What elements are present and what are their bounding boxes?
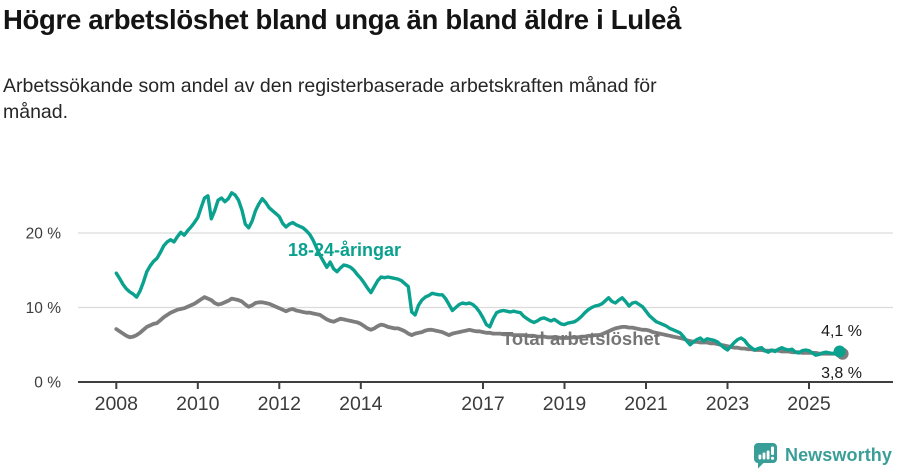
y-tick-label: 10 % [26,300,62,317]
x-tick-label: 2010 [176,393,220,415]
x-tick-label: 2012 [258,393,301,415]
youth-series-line [114,191,842,357]
line-chart: 2008 2010 2012 2014 2017 2019 2021 2023 2025 0 %… [0,160,900,425]
youth-series-endpoint [833,345,846,358]
x-tick-label: 2023 [706,393,749,415]
x-tick-label: 2008 [95,393,138,415]
x-axis-labels: 2008 2010 2012 2014 2017 2019 2021 2023 2025 [95,393,831,415]
newsworthy-icon [753,442,777,468]
y-tick-label: 0 % [34,375,61,392]
chart-title: Högre arbetslöshet bland unga än bland ä… [3,4,682,35]
x-tick-label: 2019 [543,393,586,415]
gridlines [78,232,893,309]
chart-subtitle: Arbetssökande som andel av den registerb… [3,75,657,123]
y-axis-labels: 0 % 10 % 20 % [26,226,62,392]
x-tick-label: 2014 [339,393,383,415]
y-tick-label: 20 % [26,226,62,243]
total-latest-value: 3,8 % [821,365,862,382]
youth-latest-value: 4,1 % [821,323,862,340]
x-tick-label: 2017 [461,393,504,415]
x-tick-label: 2025 [787,393,831,415]
x-axis-ticks [115,382,810,389]
brand-name: Newsworthy [784,444,892,465]
chart-canvas: 2008 2010 2012 2014 2017 2019 2021 2023 2025 0 %… [26,191,893,415]
youth-series-label: 18-24-åringar [288,240,401,260]
newsworthy-logo[interactable]: Newsworthy [753,440,892,470]
x-tick-label: 2021 [624,393,667,415]
total-series-label: Total arbetslöshet [502,328,660,349]
